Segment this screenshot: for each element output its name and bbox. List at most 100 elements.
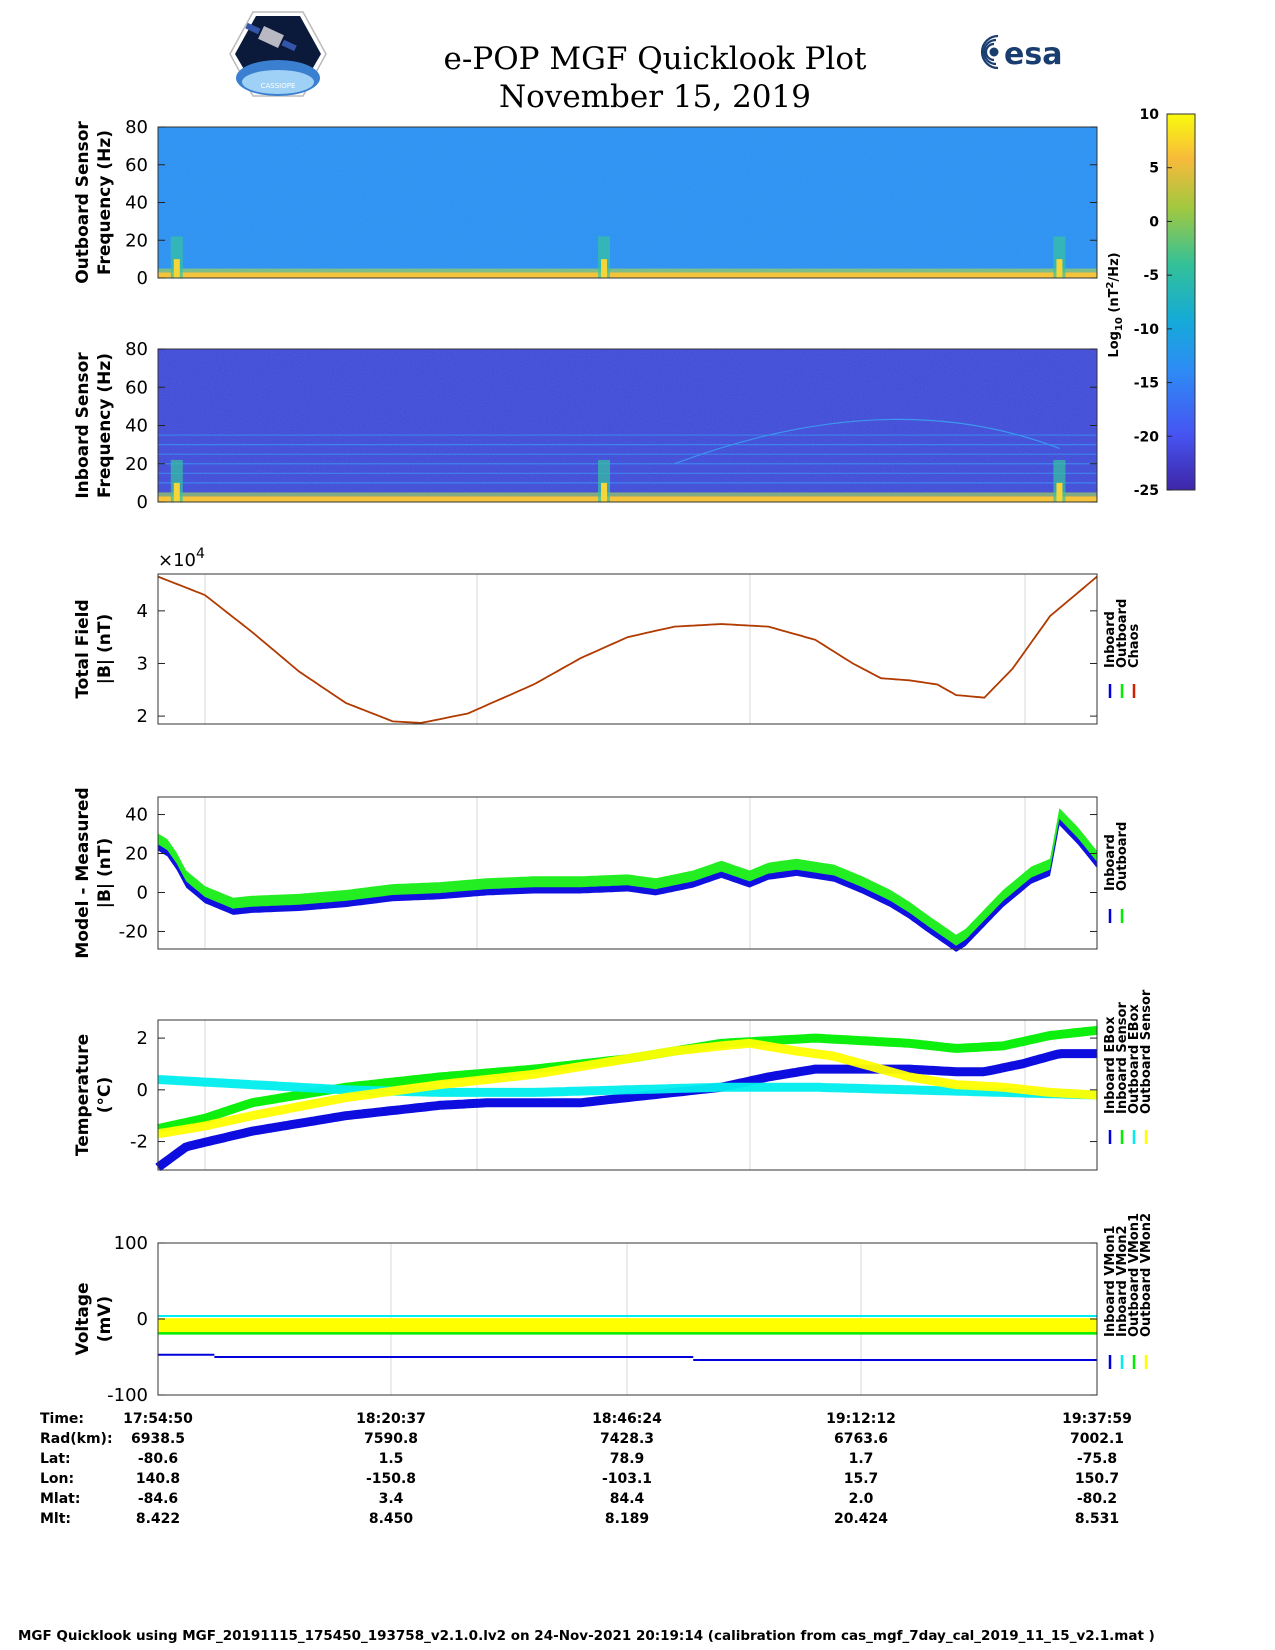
colorbar-tick-label-3: -5	[1143, 268, 1159, 284]
model-ytick-label-1: 20	[125, 844, 148, 865]
inboard-ylabel: Inboard Sensor Frequency (Hz)	[73, 352, 115, 499]
temperature-legend-label-3: Outboard Sensor	[1139, 989, 1154, 1114]
total-exponent-power: 4	[196, 546, 205, 562]
colorbar-label-text: Log10 (nT2/Hz)	[1105, 252, 1125, 357]
ephemeris-cell-1-3: -150.8	[366, 1471, 416, 1487]
outboard-spike-core-0	[173, 259, 180, 278]
inboard-lowfreq-halo	[158, 492, 1097, 497]
total-exponent-label: ×104	[158, 546, 205, 571]
inboard-ytick-label-0: 80	[125, 339, 148, 360]
outboard-spike-core-2	[1056, 259, 1063, 278]
total-field-line	[157, 575, 1098, 724]
inboard-spike-core-1	[601, 482, 608, 502]
colorbar-tick-label-1: 5	[1149, 161, 1159, 177]
colorbar-label-part-4: /Hz)	[1107, 252, 1122, 281]
esa-logo: esa	[980, 34, 1062, 72]
cassiope-logo: CASSIOPE	[229, 11, 327, 97]
outboard-ytick-label-2: 40	[125, 193, 148, 214]
outboard-ytick-label-4: 0	[137, 268, 148, 289]
ephemeris-cell-2-2: 78.9	[610, 1451, 645, 1467]
temperature-legend-label-1: Inboard Sensor	[1115, 1002, 1130, 1114]
ephemeris-cell-3-3: 15.7	[844, 1471, 879, 1487]
esa-logo-text: esa	[1004, 37, 1062, 72]
total-exponent-base: ×10	[158, 550, 196, 571]
temperature-series-1	[157, 1025, 1098, 1134]
colorbar-label: Log10 (nT2/Hz)	[1105, 252, 1125, 357]
total-ytick-label-2: 2	[137, 706, 148, 727]
ephemeris-cell-3-4: 2.0	[849, 1491, 874, 1507]
total-legend-label-2: Chaos	[1127, 624, 1142, 668]
voltage-ylabel-line1: Voltage	[73, 1282, 93, 1355]
model-legend-label-0: Inboard	[1103, 834, 1118, 891]
ephemeris-cell-2-5: 8.189	[605, 1511, 649, 1527]
temperature-legend-label-2: Outboard EBox	[1127, 1004, 1142, 1114]
model-ylabel: Model - Measured |B| (nT)	[73, 787, 115, 958]
ephemeris-cell-2-4: 84.4	[610, 1491, 645, 1507]
ephemeris-cell-4-4: -80.2	[1077, 1491, 1117, 1507]
outboard-ylabel-line1: Outboard Sensor	[73, 121, 93, 284]
ephemeris-cell-4-5: 8.531	[1075, 1511, 1119, 1527]
outboard-lowfreq-band	[158, 272, 1097, 278]
colorbar	[1166, 113, 1196, 491]
colorbar-label-part-0: Log	[1107, 331, 1122, 358]
inboard-ytick-label-1: 60	[125, 377, 148, 398]
outboard-ytick-label-0: 80	[125, 117, 148, 138]
model-ytick-label-0: 40	[125, 805, 148, 826]
colorbar-label-part-2: (nT	[1107, 288, 1122, 317]
ephemeris-cell-3-1: 6763.6	[834, 1431, 888, 1447]
ephemeris-cell-2-0: 18:46:24	[592, 1411, 662, 1427]
total-ytick-label-0: 4	[137, 601, 148, 622]
model-ytick-label-2: 0	[137, 882, 148, 903]
colorbar-tick-label-5: -15	[1134, 376, 1159, 392]
total-legend-label-1: Outboard	[1115, 599, 1130, 668]
voltage-ylabel-line2: (mV)	[95, 1296, 115, 1342]
ephemeris-label-0: Time:	[40, 1411, 84, 1427]
inboard-spike-core-2	[1056, 482, 1063, 502]
voltage-ytick-label-1: 0	[137, 1309, 148, 1330]
voltage-legend-label-3: Outboard VMon2	[1139, 1213, 1154, 1337]
temperature-ytick-label-1: 0	[137, 1080, 148, 1101]
temperature-frame	[157, 1019, 1098, 1171]
temperature-series-0	[155, 1049, 1098, 1172]
ephemeris-cell-0-0: 17:54:50	[123, 1411, 193, 1427]
colorbar-tick-label-2: 0	[1149, 214, 1159, 230]
ephemeris-cell-0-4: -84.6	[138, 1491, 178, 1507]
ephemeris-cell-2-3: -103.1	[602, 1471, 652, 1487]
temperature-legend-label-0: Inboard EBox	[1103, 1016, 1118, 1114]
footer-note: MGF Quicklook using MGF_20191115_175450_…	[18, 1628, 1155, 1644]
model-ylabel-line1: Model - Measured	[73, 787, 93, 958]
title-date: November 15, 2019	[499, 79, 811, 115]
total-frame	[157, 573, 1098, 725]
ephemeris-cell-3-2: 1.7	[849, 1451, 874, 1467]
total-legend-label-0: Inboard	[1103, 611, 1118, 668]
voltage-ytick-label-2: -100	[107, 1385, 148, 1406]
temperature-series-2	[157, 1075, 1098, 1100]
ephemeris-cell-1-2: 1.5	[379, 1451, 404, 1467]
total-ylabel-line2: |B| (nT)	[95, 614, 115, 685]
model-legend-label-1: Outboard	[1115, 822, 1130, 891]
voltage-legend-label-1: Inboard VMon2	[1115, 1225, 1130, 1337]
outboard-spike-core-1	[601, 259, 608, 278]
colorbar-tick-label-7: -25	[1134, 483, 1159, 499]
ephemeris-label-2: Lat:	[40, 1451, 71, 1467]
colorbar-label-part-3: 2	[1105, 282, 1116, 289]
model-frame	[157, 796, 1098, 950]
ephemeris-cell-4-3: 150.7	[1075, 1471, 1119, 1487]
temperature-ylabel-line1: Temperature	[73, 1034, 93, 1156]
outboard-spectrogram-noise	[158, 127, 1097, 278]
outboard-lowfreq-halo	[158, 268, 1097, 273]
ephemeris-label-3: Lon:	[40, 1471, 74, 1487]
ephemeris-cell-0-1: 6938.5	[131, 1431, 185, 1447]
colorbar-tick-label-0: 10	[1140, 107, 1160, 123]
ephemeris-label-4: Mlat:	[40, 1491, 80, 1507]
inboard-ylabel-line1: Inboard Sensor	[73, 352, 93, 499]
inboard-ylabel-line2: Frequency (Hz)	[95, 353, 115, 498]
inboard-ytick-label-4: 0	[137, 492, 148, 513]
ephemeris-cell-3-5: 20.424	[834, 1511, 888, 1527]
page-title: e-POP MGF Quicklook Plot November 15, 20…	[320, 40, 990, 116]
ephemeris-cell-4-0: 19:37:59	[1062, 1411, 1132, 1427]
ephemeris-cell-4-2: -75.8	[1077, 1451, 1117, 1467]
voltage-ytick-label-0: 100	[114, 1233, 148, 1254]
total-ytick-label-1: 3	[137, 653, 148, 674]
outboard-ylabel-line2: Frequency (Hz)	[95, 130, 115, 275]
